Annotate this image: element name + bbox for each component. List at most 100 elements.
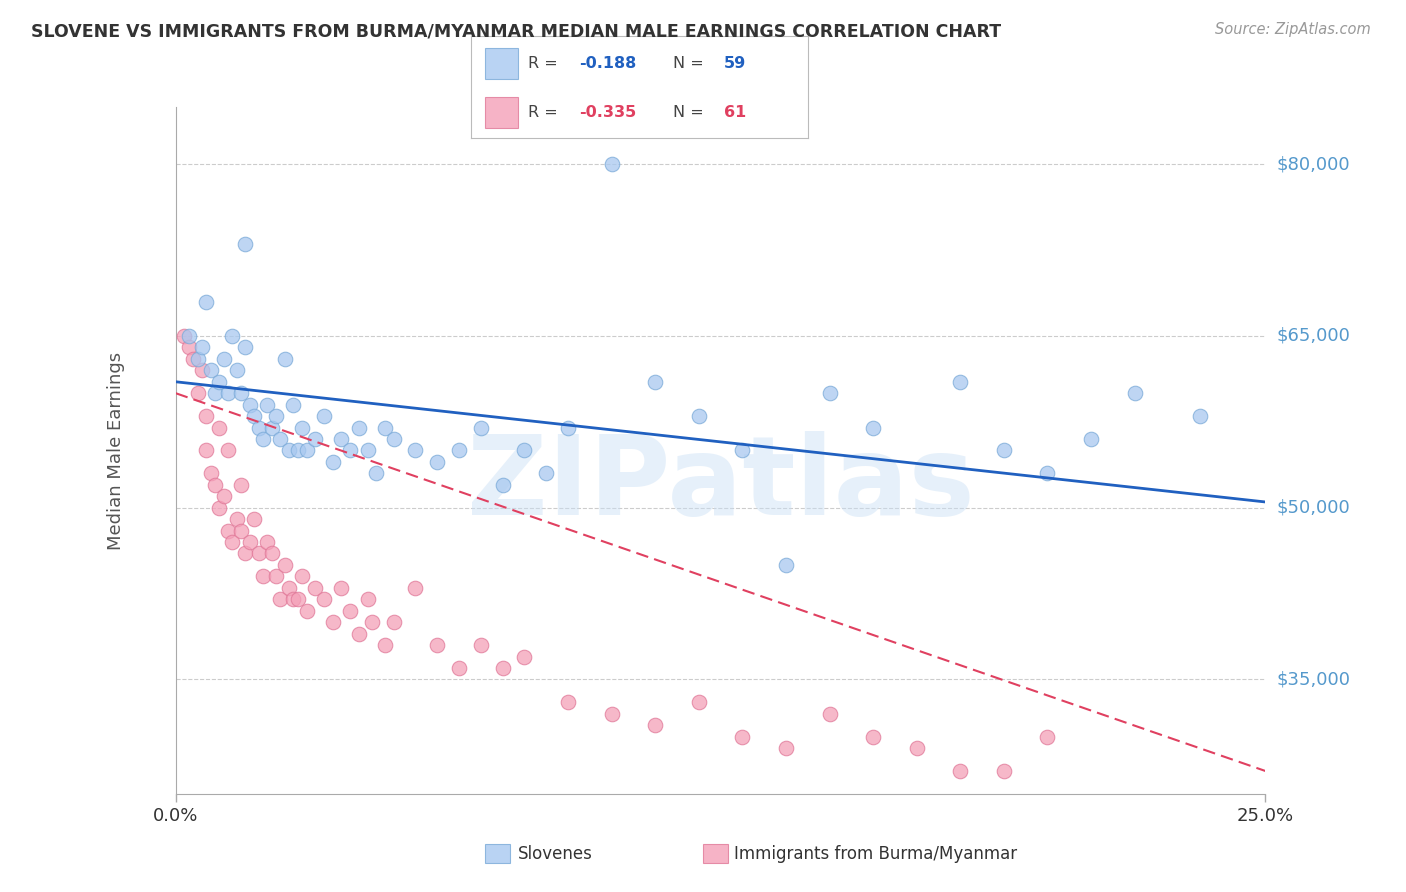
Point (339, 443, 361, 458)
Point (993, 764, 1015, 778)
Point (949, 375, 972, 389)
Point (235, 546, 257, 560)
Point (247, 546, 270, 560)
Point (775, 558, 797, 572)
Point (557, 695, 579, 709)
Point (200, 363, 222, 377)
Point (195, 409, 218, 424)
Point (195, 443, 218, 458)
Point (295, 443, 318, 458)
Point (644, 718, 666, 732)
Point (688, 695, 710, 709)
Point (231, 386, 253, 401)
Text: Source: ZipAtlas.com: Source: ZipAtlas.com (1215, 22, 1371, 37)
Point (247, 420, 270, 434)
Point (283, 398, 305, 412)
Point (212, 489, 235, 503)
Point (177, 329, 200, 343)
Point (278, 581, 301, 595)
Point (818, 386, 841, 401)
Point (366, 467, 388, 481)
Point (492, 478, 515, 492)
Point (186, 386, 209, 401)
Text: -0.188: -0.188 (579, 56, 637, 70)
Point (688, 409, 710, 424)
Point (208, 500, 231, 515)
Point (217, 386, 239, 401)
Text: $50,000: $50,000 (1277, 499, 1350, 516)
Point (557, 420, 579, 434)
Point (644, 375, 666, 389)
Point (195, 294, 218, 309)
Text: R =: R = (529, 56, 564, 70)
Point (731, 443, 754, 458)
Point (291, 569, 314, 583)
Point (204, 478, 226, 492)
Point (231, 524, 253, 538)
Point (600, 157, 623, 171)
Text: Slovenes: Slovenes (517, 845, 592, 863)
Point (260, 420, 283, 434)
Text: 59: 59 (724, 56, 747, 70)
Point (217, 524, 239, 538)
Point (862, 420, 884, 434)
Point (356, 443, 378, 458)
Point (173, 329, 195, 343)
Text: N =: N = (673, 56, 710, 70)
Point (775, 741, 797, 756)
Point (225, 512, 247, 526)
Point (252, 432, 274, 446)
Point (239, 398, 262, 412)
Point (426, 455, 449, 469)
Point (322, 455, 344, 469)
Point (191, 340, 214, 354)
Point (264, 569, 287, 583)
Text: ZIPatlas: ZIPatlas (467, 432, 974, 538)
Point (304, 581, 326, 595)
Point (949, 764, 972, 778)
Point (374, 420, 396, 434)
FancyBboxPatch shape (485, 48, 519, 78)
Point (177, 340, 200, 354)
Point (492, 661, 515, 675)
Point (278, 443, 301, 458)
Point (274, 351, 297, 366)
Point (231, 478, 253, 492)
Point (347, 626, 370, 640)
Point (291, 420, 314, 434)
Point (243, 409, 266, 424)
Point (204, 386, 226, 401)
Point (269, 592, 291, 607)
Text: SLOVENE VS IMMIGRANTS FROM BURMA/MYANMAR MEDIAN MALE EARNINGS CORRELATION CHART: SLOVENE VS IMMIGRANTS FROM BURMA/MYANMAR… (31, 22, 1001, 40)
Point (287, 443, 309, 458)
Point (287, 592, 309, 607)
Text: -0.335: -0.335 (579, 105, 637, 120)
Point (330, 581, 353, 595)
Point (405, 443, 427, 458)
Point (993, 443, 1015, 458)
Point (862, 730, 884, 744)
Point (239, 535, 262, 549)
Point (217, 443, 239, 458)
Point (330, 432, 353, 446)
Point (221, 535, 243, 549)
Text: $35,000: $35,000 (1277, 671, 1351, 689)
Point (212, 351, 235, 366)
Point (221, 329, 243, 343)
Point (208, 375, 231, 389)
Point (405, 581, 427, 595)
Point (447, 661, 470, 675)
Point (600, 706, 623, 721)
Text: N =: N = (673, 105, 710, 120)
Point (513, 649, 536, 664)
Point (1080, 432, 1102, 446)
Point (312, 409, 335, 424)
Point (470, 420, 492, 434)
Point (269, 432, 291, 446)
Point (426, 638, 449, 652)
Point (534, 467, 557, 481)
Point (731, 730, 754, 744)
Point (1189, 409, 1212, 424)
Point (1123, 386, 1146, 401)
Point (295, 604, 318, 618)
